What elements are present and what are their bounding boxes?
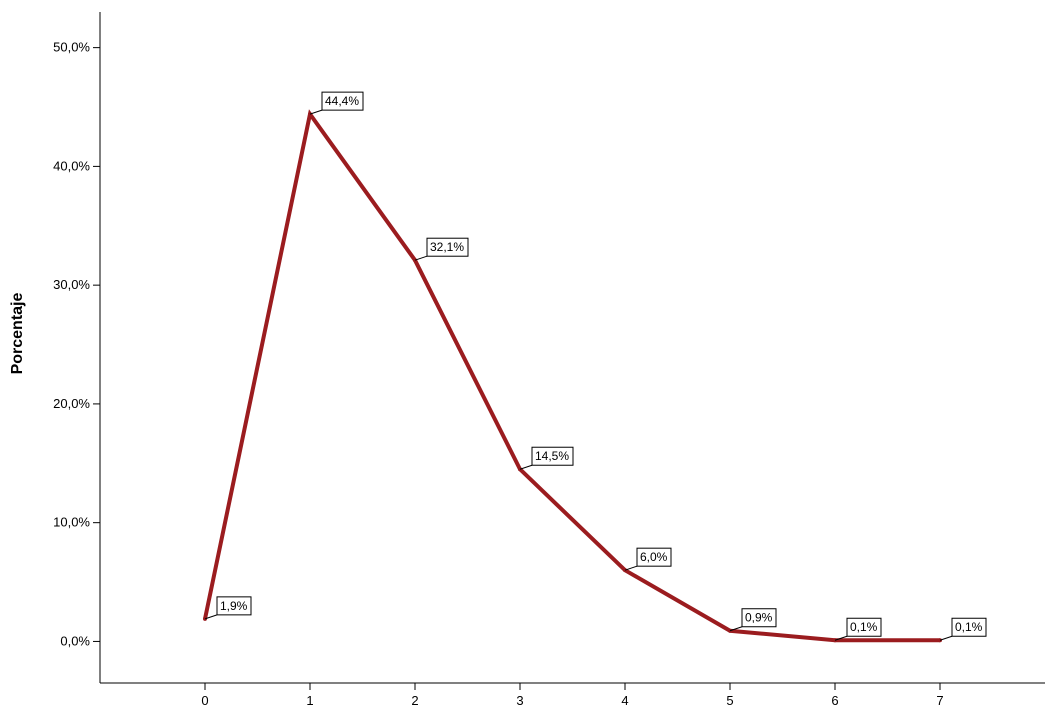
axes [99, 12, 1045, 684]
series-group [203, 109, 942, 643]
data-label: 6,0% [640, 550, 668, 564]
x-tick-label: 6 [831, 693, 838, 708]
data-label-leader [834, 635, 848, 641]
data-label-box [741, 608, 777, 628]
data-label-leader [624, 565, 638, 571]
data-label-leader [519, 464, 533, 470]
data-label-box [636, 547, 672, 567]
data-label-leader [204, 614, 218, 620]
data-label-leader [414, 255, 428, 261]
y-tick-label: 50,0% [53, 40, 90, 55]
data-label-box [426, 237, 469, 257]
data-label: 32,1% [430, 240, 464, 254]
x-tick-label: 4 [621, 693, 628, 708]
data-label-box [846, 617, 882, 637]
data-label: 14,5% [535, 449, 569, 463]
data-label: 0,9% [745, 611, 773, 625]
series-line [203, 109, 940, 643]
data-label-box [951, 617, 987, 637]
y-tick-label: 0,0% [60, 633, 90, 648]
y-tick-label: 10,0% [53, 515, 90, 530]
x-tick-label: 3 [516, 693, 523, 708]
x-tick-label: 5 [726, 693, 733, 708]
data-label-box [531, 446, 574, 466]
data-label-box [321, 91, 364, 111]
data-label-leader [729, 626, 743, 632]
data-label: 0,1% [850, 620, 878, 634]
x-tick-label: 1 [306, 693, 313, 708]
y-axis-label: Porcentaje [9, 292, 26, 374]
data-label-box [216, 596, 252, 616]
x-tick-label: 7 [936, 693, 943, 708]
data-label: 44,4% [325, 94, 359, 108]
x-tick-label: 0 [201, 693, 208, 708]
data-labels: 1,9% 44,4% 32,1% 14,5% 6,0% 0,9% 0,1% 0,1% [204, 91, 987, 641]
x-tick-label: 2 [411, 693, 418, 708]
data-label: 1,9% [220, 599, 248, 613]
data-label: 0,1% [955, 620, 983, 634]
data-label-leader [939, 635, 953, 641]
y-tick-label: 40,0% [53, 158, 90, 173]
data-label-leader [309, 109, 323, 115]
y-tick-label: 30,0% [53, 277, 90, 292]
y-ticks: 0,0% 10,0% 20,0% 30,0% 40,0% 50,0% [53, 40, 100, 648]
y-tick-label: 20,0% [53, 396, 90, 411]
x-ticks: 0 1 2 3 4 5 6 7 [201, 683, 944, 708]
